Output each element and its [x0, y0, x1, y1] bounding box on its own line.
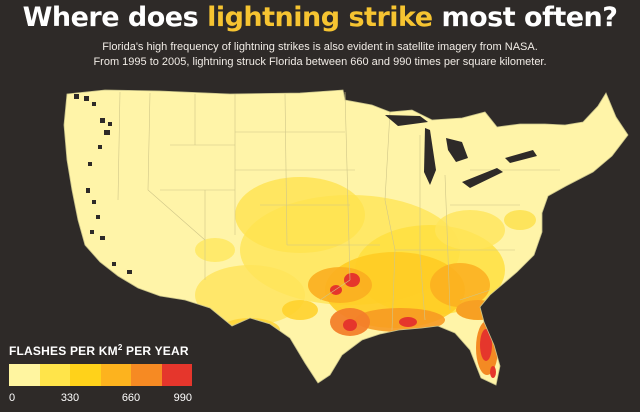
title-highlight: lightning strike — [207, 2, 433, 33]
legend-swatch — [70, 364, 101, 386]
state-border — [319, 279, 351, 301]
title-suffix: most often? — [432, 2, 618, 33]
density-blob — [282, 300, 318, 320]
state-border — [284, 93, 288, 246]
legend-color-scale — [9, 364, 192, 386]
no-data-cell — [90, 230, 94, 234]
title-prefix: Where does — [22, 2, 208, 33]
legend-swatch — [161, 364, 192, 386]
state-border — [344, 91, 351, 281]
no-data-cell — [104, 130, 110, 135]
density-blobs — [195, 177, 536, 378]
legend-ticks: 0 330 660 990 — [0, 392, 640, 408]
legend-tick-label: 330 — [60, 392, 80, 404]
lake-ontario — [505, 150, 537, 163]
density-blob — [344, 273, 360, 287]
density-blob — [235, 177, 365, 253]
no-data-cell — [100, 118, 105, 123]
legend-swatch — [39, 364, 70, 386]
state-border — [459, 289, 491, 301]
legend-title-superscript: 2 — [117, 343, 123, 352]
lake-huron — [446, 138, 468, 162]
page-title: Where does lightning strike most often? — [0, 2, 640, 33]
density-blob — [430, 263, 490, 307]
density-blob — [490, 366, 496, 378]
no-data-cell — [112, 262, 116, 266]
legend-tick-label: 0 — [9, 392, 16, 404]
legend-swatch — [9, 364, 40, 386]
state-border — [419, 135, 426, 321]
legend-tick-label: 660 — [121, 392, 141, 404]
density-blob — [220, 318, 280, 342]
legend-swatch — [131, 364, 162, 386]
no-data-cell — [108, 122, 112, 126]
density-blob — [195, 238, 235, 262]
no-data-cell — [92, 102, 96, 106]
legend-title-tail: PER YEAR — [122, 344, 189, 358]
density-blob — [343, 319, 357, 331]
no-data-cell — [100, 236, 105, 240]
no-data-cell — [86, 188, 90, 193]
legend-tick-label: 990 — [173, 392, 192, 404]
no-data-cell — [88, 162, 92, 166]
lake-erie — [462, 168, 503, 188]
density-blob — [308, 267, 372, 303]
no-data-cell — [74, 94, 79, 99]
state-border — [147, 92, 206, 241]
no-data-cell — [127, 270, 132, 274]
density-blob — [399, 317, 417, 327]
no-data-cell — [84, 96, 89, 101]
state-border — [117, 91, 121, 201]
no-data-cell — [96, 215, 100, 219]
no-data-cell — [92, 200, 96, 204]
state-border — [384, 111, 396, 331]
florida-peak-density — [480, 329, 492, 361]
density-blob — [504, 210, 536, 230]
state-border — [444, 174, 451, 311]
legend-title: FLASHES PER KM2 PER YEAR — [9, 343, 189, 358]
state-borders — [117, 91, 560, 331]
density-blob — [435, 210, 505, 250]
great-lakes — [385, 115, 537, 188]
lake-michigan — [424, 128, 436, 185]
subtitle-line-2: From 1995 to 2005, lightning struck Flor… — [93, 56, 547, 68]
legend-swatch — [100, 364, 131, 386]
density-blob — [456, 300, 500, 320]
lake-superior — [385, 115, 428, 126]
density-blob — [195, 265, 305, 325]
no-data-cell — [98, 145, 102, 149]
legend-title-main: FLASHES PER KM — [9, 344, 118, 358]
west-coast-data-gaps — [74, 94, 132, 274]
subtitle-line-1: Florida's high frequency of lightning st… — [102, 41, 538, 53]
